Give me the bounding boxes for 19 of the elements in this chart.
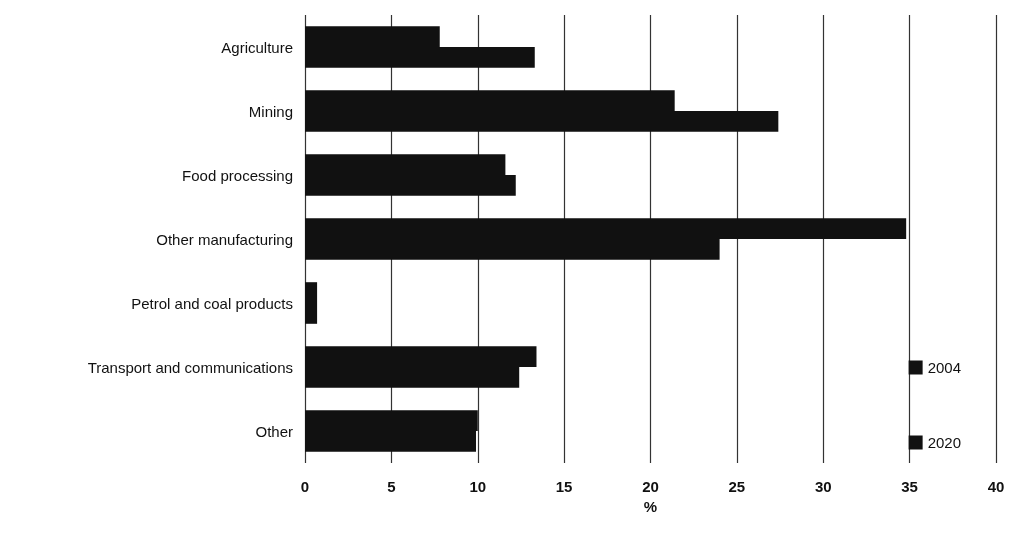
x-axis-title: % — [643, 498, 658, 515]
x-tick-label: 35 — [901, 478, 918, 495]
y-tick-label: Other manufacturing — [156, 230, 293, 248]
x-tick-label: 40 — [987, 478, 1005, 495]
x-tick-label: 15 — [555, 478, 573, 495]
y-tick-label: Transport and communications — [87, 358, 293, 376]
x-tick-label: 25 — [728, 478, 746, 495]
x-tick-label: 5 — [387, 478, 396, 495]
x-tick-label: 20 — [642, 478, 659, 495]
legend-label: 2020 — [927, 434, 962, 451]
x-tick-label: 10 — [469, 478, 487, 495]
y-tick-label: Petrol and coal products — [131, 294, 293, 312]
y-tick-label: Food processing — [182, 166, 293, 184]
y-tick-label: Other — [255, 422, 293, 440]
x-tick-label: 30 — [814, 478, 832, 495]
y-tick-label: Mining — [248, 102, 293, 120]
legend-label: 2004 — [927, 359, 962, 376]
y-tick-label: Agriculture — [221, 38, 293, 56]
x-tick-label: 0 — [300, 478, 310, 495]
